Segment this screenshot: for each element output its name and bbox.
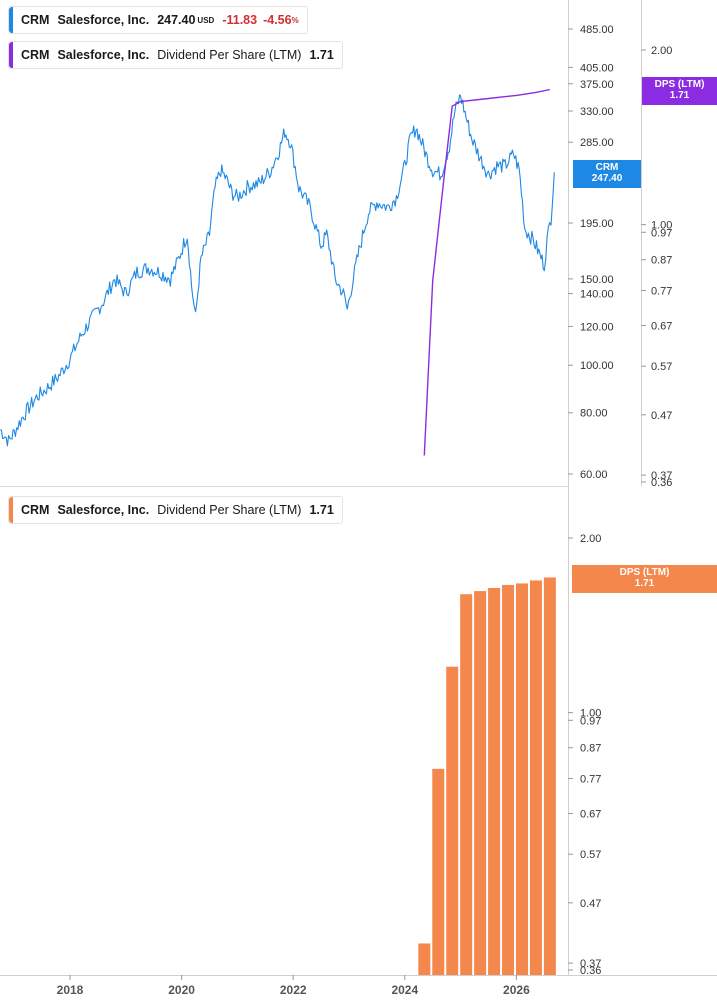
dps-axis-tick-label: 0.87 — [651, 255, 672, 267]
dps-axis-tick-label: 0.36 — [651, 477, 672, 489]
dps-bar — [460, 594, 473, 975]
x-axis-tick-label: 2026 — [503, 983, 530, 997]
dps-top-tag-label: DPS (LTM) — [654, 79, 705, 90]
dps-axis-tick-label: 0.77 — [651, 285, 672, 297]
bar-axis-tick-label: 0.37 — [580, 958, 601, 970]
legend-price-change-pct: -4.56 — [263, 13, 292, 27]
price-axis-tick-label: 485.00 — [580, 24, 614, 36]
price-axis-tick-label: 330.00 — [580, 106, 614, 118]
legend-dps-top-swatch — [9, 42, 13, 68]
dps-axis-tick-label: 0.37 — [651, 470, 672, 482]
price-axis-tick-label: 150.00 — [580, 274, 614, 286]
crm-price-line — [0, 94, 555, 447]
legend-price-change: -11.83 — [222, 13, 258, 27]
legend-dps-top-series: Dividend Per Share (LTM) — [157, 48, 302, 62]
price-axis-tick-label: 405.00 — [580, 62, 614, 74]
bar-axis-tick-label: 0.87 — [580, 743, 601, 755]
bar-axis-tick-label: 0.57 — [580, 849, 601, 861]
legend-price-currency: USD — [197, 15, 215, 25]
price-tag-value: 247.40 — [591, 173, 623, 184]
bar-axis-tick-label: 0.77 — [580, 773, 601, 785]
bar-axis-tick-label: 0.97 — [580, 715, 601, 727]
dps-top-tag: DPS (LTM) 1.71 — [642, 77, 717, 105]
dps-axis-tick-label: 0.57 — [651, 361, 672, 373]
legend-price-swatch — [9, 7, 13, 33]
price-axis-tick-label: 285.00 — [580, 137, 614, 149]
dps-bottom-tag: DPS (LTM) 1.71 — [572, 565, 717, 593]
legend-price-ticker: CRM — [21, 13, 50, 27]
price-axis-tick-label: 80.00 — [580, 408, 608, 420]
dps-bar — [446, 666, 459, 975]
price-axis-tick-label: 140.00 — [580, 289, 614, 301]
dps-bar — [488, 587, 501, 975]
dps-top-tag-value: 1.71 — [669, 90, 690, 101]
legend-dps-bottom-ticker: CRM — [21, 503, 50, 517]
legend-dps-top-value: 1.71 — [309, 48, 334, 62]
legend-price-pct-sign: % — [291, 15, 299, 25]
legend-dps-bottom-series: Dividend Per Share (LTM) — [157, 503, 302, 517]
bar-axis-tick-label: 1.00 — [580, 708, 601, 720]
legend-price-value: 247.40 — [157, 13, 196, 27]
legend-dps-bottom-value: 1.71 — [309, 503, 334, 517]
x-axis-tick-label: 2024 — [391, 983, 418, 997]
legend-dps-bottom[interactable]: CRM Salesforce, Inc. Dividend Per Share … — [8, 496, 343, 524]
dps-axis-tick-label: 2.00 — [651, 45, 672, 57]
legend-dps-top-name: Salesforce, Inc. — [57, 48, 150, 62]
price-axis-tick-label: 375.00 — [580, 79, 614, 91]
price-tag-label: CRM — [595, 162, 619, 173]
dps-bar — [515, 583, 528, 975]
dps-line — [423, 88, 551, 456]
dps-bar — [502, 584, 515, 975]
price-axis-tick-label: 60.00 — [580, 469, 608, 481]
dps-bar — [418, 943, 431, 975]
dps-axis-tick-label: 0.97 — [651, 227, 672, 239]
price-axis-tick-label: 195.00 — [580, 218, 614, 230]
dps-bar — [529, 580, 542, 975]
bar-axis-tick-label: 0.67 — [580, 809, 601, 821]
x-axis-tick-label: 2018 — [57, 983, 84, 997]
bar-axis-tick-label: 0.47 — [580, 898, 601, 910]
dps-bar — [543, 577, 556, 975]
bar-axis-tick-label: 0.36 — [580, 965, 601, 977]
x-axis-tick-label: 2020 — [168, 983, 195, 997]
legend-dps-bottom-name: Salesforce, Inc. — [57, 503, 150, 517]
dps-axis-tick-label: 1.00 — [651, 220, 672, 232]
price-tag: CRM 247.40 — [573, 160, 641, 188]
dps-axis-tick-label: 0.67 — [651, 321, 672, 333]
bar-axis-tick-label: 2.00 — [580, 533, 601, 545]
legend-price-name: Salesforce, Inc. — [57, 13, 150, 27]
price-axis-tick-label: 100.00 — [580, 360, 614, 372]
dps-bottom-tag-value: 1.71 — [634, 578, 655, 589]
dps-bar — [432, 768, 445, 975]
x-axis-tick-label: 2022 — [280, 983, 307, 997]
legend-price[interactable]: CRM Salesforce, Inc. 247.40 USD -11.83 -… — [8, 6, 308, 34]
legend-dps-top-ticker: CRM — [21, 48, 50, 62]
legend-dps-bottom-swatch — [9, 497, 13, 523]
dps-bottom-tag-label: DPS (LTM) — [619, 567, 670, 578]
dps-bar — [474, 591, 487, 975]
dps-axis-tick-label: 0.47 — [651, 410, 672, 422]
legend-dps-top[interactable]: CRM Salesforce, Inc. Dividend Per Share … — [8, 41, 343, 69]
price-axis-tick-label: 120.00 — [580, 321, 614, 333]
